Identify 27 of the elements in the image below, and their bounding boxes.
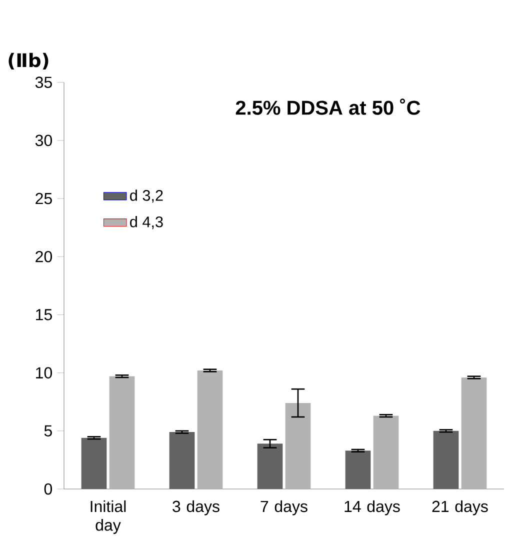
bar bbox=[169, 432, 195, 489]
y-tick-label: 30 bbox=[35, 134, 52, 146]
text: 2.5% DDSA at 50 ˚C bbox=[236, 98, 420, 115]
legend-label: d 4,3 bbox=[130, 216, 163, 230]
bar bbox=[433, 430, 459, 489]
text: (Ⅱb) bbox=[8, 52, 48, 70]
y-tick-label: 15 bbox=[36, 309, 52, 320]
x-tick-label: Initial day bbox=[90, 500, 126, 534]
y-tick-label: 5 bbox=[44, 425, 52, 436]
bar bbox=[197, 370, 223, 489]
bar bbox=[285, 403, 311, 489]
x-tick-label: 14 days bbox=[344, 500, 400, 516]
bar bbox=[345, 450, 371, 489]
bar bbox=[109, 376, 135, 489]
bar bbox=[257, 444, 283, 489]
y-tick-label: 35 bbox=[35, 76, 52, 88]
bar bbox=[461, 377, 487, 489]
x-tick-label: 3 days bbox=[172, 500, 220, 516]
bar bbox=[81, 438, 107, 489]
y-tick-label: 25 bbox=[36, 192, 52, 204]
x-tick-label: 7 days bbox=[260, 500, 308, 516]
y-tick-label: 0 bbox=[44, 483, 52, 495]
x-tick-label: 21 days bbox=[432, 500, 488, 516]
bar bbox=[373, 416, 399, 489]
y-tick-label: 20 bbox=[36, 250, 52, 262]
y-tick-label: 10 bbox=[36, 367, 52, 378]
legend-label: d 3,2 bbox=[130, 190, 163, 203]
